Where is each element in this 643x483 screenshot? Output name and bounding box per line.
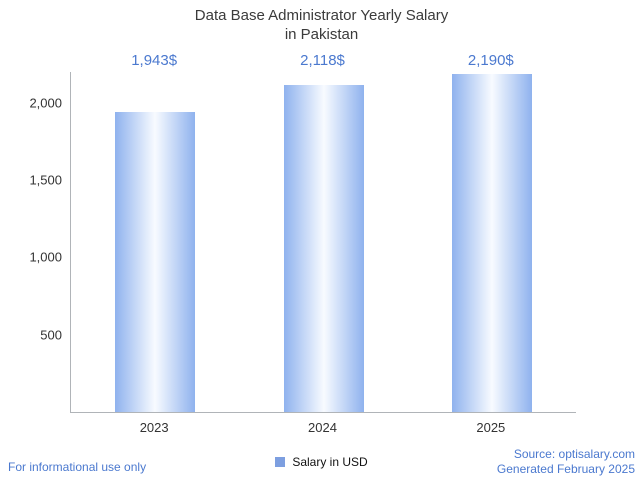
bar-2023 [115,112,196,412]
plot-area [70,72,576,413]
source-link[interactable]: Source: optisalary.com [513,447,635,461]
disclaimer-text: For informational use only [8,460,147,474]
generated-text: Generated February 2025 [496,462,635,476]
value-label-2024: 2,118$ [300,52,345,69]
bar-2025 [451,74,532,412]
y-tick-2000: 2,000 [29,95,62,111]
x-label-2025: 2025 [476,420,506,435]
chart-title-line2: in Pakistan [284,26,359,43]
source-block: Source: optisalary.com Generated Februar… [497,447,635,477]
y-tick-1000: 1,000 [29,249,62,265]
legend-label: Salary in USD [292,455,368,469]
bar-2024 [283,85,364,412]
value-label-2025: 2,190$ [467,52,514,69]
y-tick-500: 500 [40,327,62,343]
x-label-2023: 2023 [139,420,169,435]
chart-title-line1: Data Base Administrator Yearly Salary [194,7,449,24]
value-label-2023: 1,943$ [131,52,178,69]
x-label-2024: 2024 [308,420,337,435]
legend-swatch-icon [275,457,286,467]
chart-title: Data Base Administrator Yearly Salary in… [0,6,643,44]
y-tick-1500: 1,500 [29,172,62,188]
legend: Salary in USD [0,455,643,469]
